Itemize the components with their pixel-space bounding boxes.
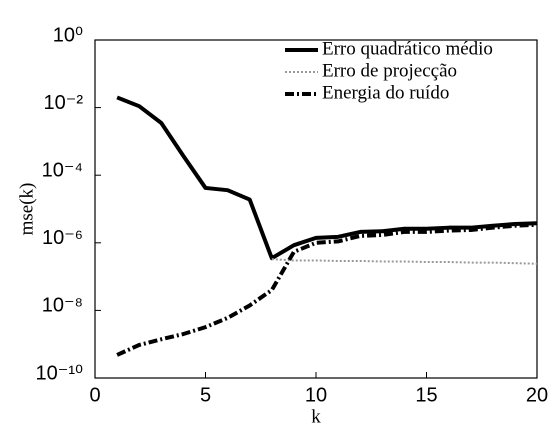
y-tick-label: 10⁻⁴	[42, 159, 83, 181]
legend-label: Erro quadrático médio	[322, 38, 493, 59]
x-axis-label: k	[311, 406, 321, 427]
y-tick-label: 10⁻¹⁰	[36, 362, 83, 384]
y-tick-label: 10⁻⁸	[42, 295, 83, 317]
series-line	[116, 95, 538, 261]
legend-label: Erro de projecção	[322, 60, 457, 81]
legend-label: Energia do ruído	[322, 82, 449, 103]
y-tick-label: 10⁻⁶	[42, 227, 83, 249]
x-tick-label: 0	[89, 384, 100, 406]
x-tick-label: 5	[200, 384, 211, 406]
series-line	[116, 222, 538, 357]
y-axis-label: mse(k)	[16, 183, 37, 236]
series-line	[271, 258, 538, 265]
y-tick-label: 10⁰	[53, 24, 83, 46]
y-tick-label: 10⁻²	[44, 92, 84, 114]
x-tick-label: 10	[305, 384, 327, 406]
plot-frame	[94, 39, 538, 379]
x-tick-label: 15	[415, 384, 437, 406]
x-tick-label: 20	[526, 384, 548, 406]
